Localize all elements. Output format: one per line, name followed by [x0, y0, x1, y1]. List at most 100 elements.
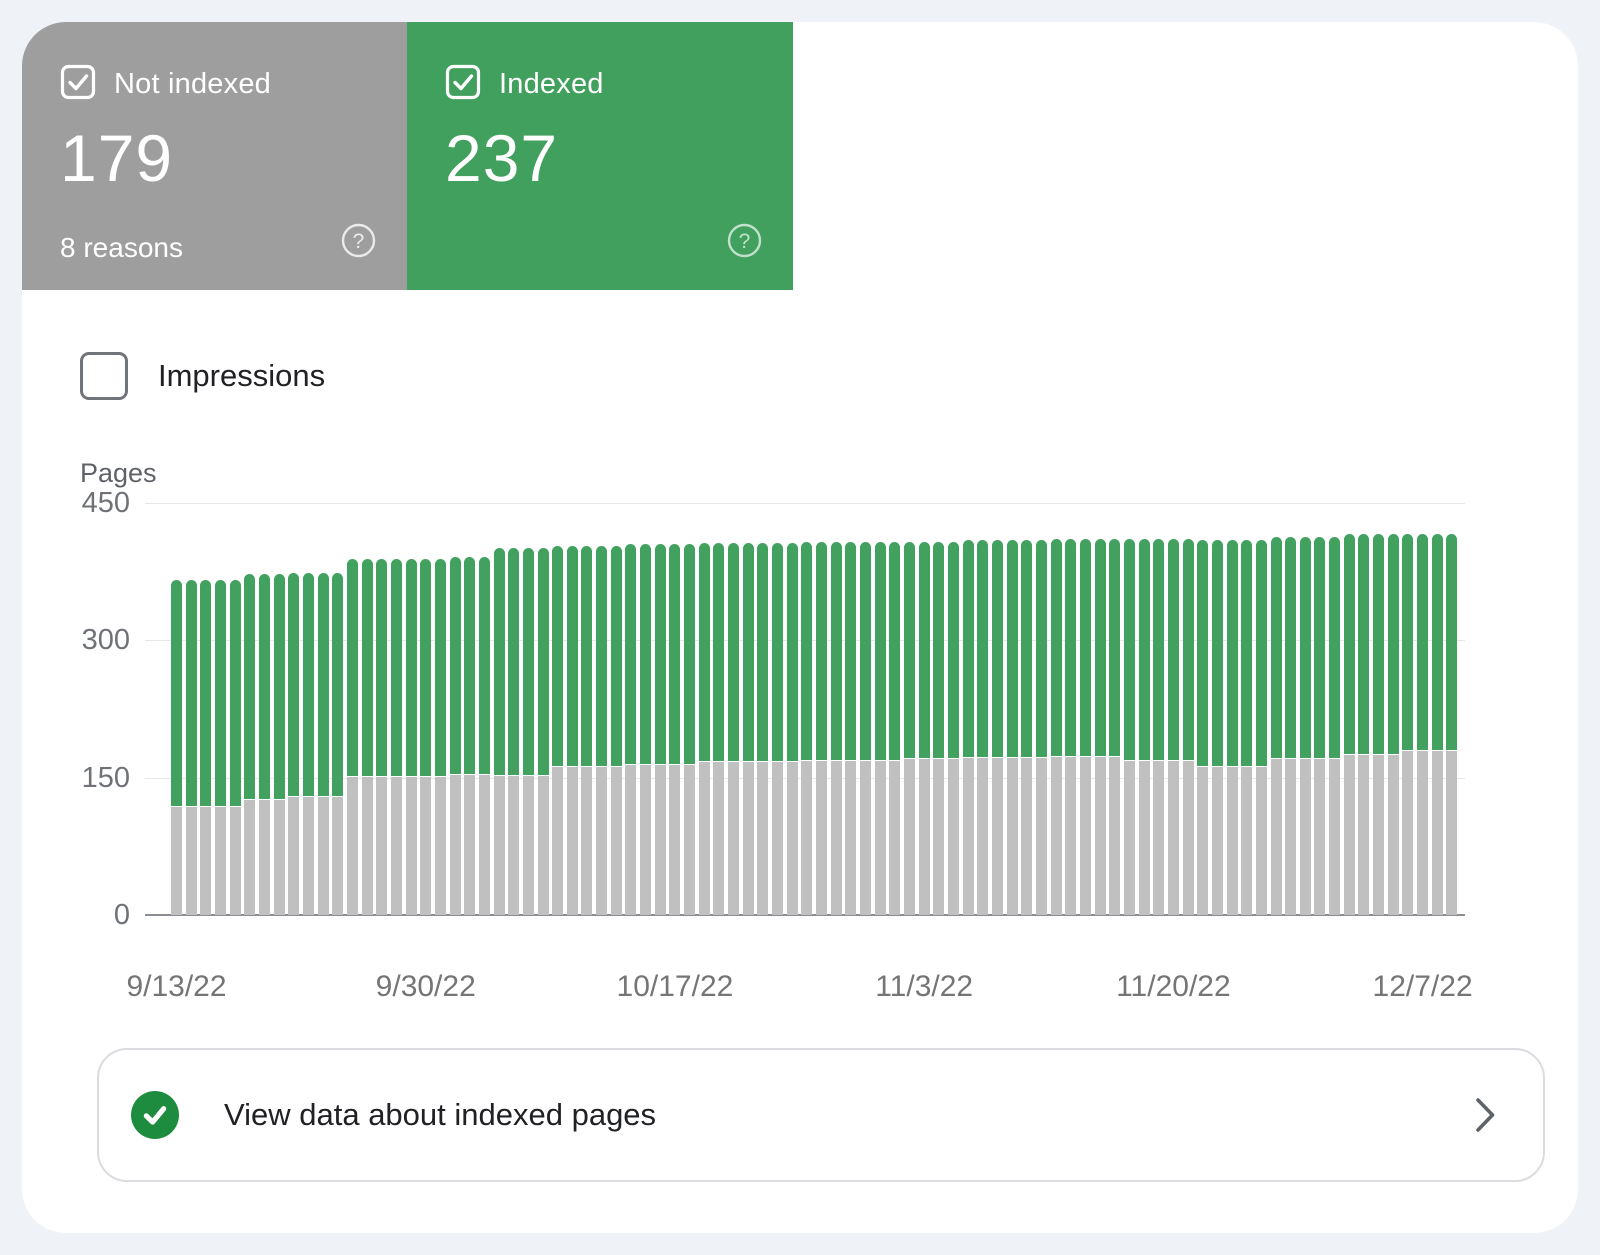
bar-segment-indexed [669, 544, 681, 764]
bar-segment-not-indexed [596, 766, 608, 915]
bar-10/29/22 [845, 542, 857, 915]
bar-segment-indexed [918, 542, 930, 759]
bar-segment-indexed [786, 543, 798, 762]
bar-segment-indexed [420, 558, 432, 776]
bar-10/30/22 [860, 542, 872, 915]
bar-10/31/22 [874, 542, 886, 915]
bar-11/28/22 [1285, 536, 1297, 915]
bar-12/3/22 [1358, 534, 1370, 915]
bar-segment-indexed [376, 558, 388, 776]
bar-segment-indexed [1446, 534, 1458, 751]
bar-segment-indexed [816, 542, 828, 761]
card-not-indexed[interactable]: Not indexed 179 8 reasons ? [22, 22, 407, 290]
y-axis-tick-label: 150 [81, 761, 130, 794]
bar-segment-not-indexed [772, 762, 784, 915]
bar-segment-not-indexed [1094, 756, 1106, 915]
bar-11/29/22 [1299, 536, 1311, 915]
bar-segment-not-indexed [962, 757, 974, 915]
bar-segment-not-indexed [1079, 756, 1091, 915]
bar-segment-not-indexed [742, 762, 754, 915]
bar-segment-indexed [1109, 538, 1121, 756]
bar-10/7/22 [522, 547, 534, 915]
bar-segment-indexed [742, 543, 754, 762]
bar-segment-not-indexed [1050, 756, 1062, 915]
bar-segment-indexed [566, 546, 578, 766]
card-indexed-header: Indexed [445, 64, 604, 105]
y-axis-tick-label: 450 [81, 487, 130, 519]
bar-segment-indexed [1079, 538, 1091, 756]
bar-10/26/22 [801, 542, 813, 915]
bar-segment-not-indexed [904, 759, 915, 915]
bar-9/19/22 [258, 574, 270, 915]
reasons-link[interactable]: 8 reasons [60, 232, 183, 263]
impressions-label: Impressions [158, 358, 326, 393]
bar-segment-indexed [1226, 539, 1238, 766]
help-icon[interactable]: ? [726, 222, 763, 264]
card-indexed-footer: ? [445, 222, 763, 264]
svg-text:?: ? [739, 230, 751, 253]
view-data-banner[interactable]: View data about indexed pages [97, 1048, 1545, 1182]
bar-11/23/22 [1211, 539, 1223, 915]
bar-segment-not-indexed [684, 764, 696, 915]
bar-segment-indexed [977, 539, 989, 757]
card-label: Indexed [499, 68, 604, 100]
checkbox-checked-icon[interactable] [60, 64, 96, 105]
banner-label: View data about indexed pages [224, 1097, 657, 1132]
bar-segment-indexed [1299, 536, 1311, 759]
help-icon[interactable]: ? [340, 222, 377, 264]
bar-10/14/22 [625, 544, 637, 915]
bar-11/16/22 [1109, 538, 1121, 915]
bar-segment-indexed [288, 572, 300, 796]
bar-segment-not-indexed [273, 799, 285, 915]
bar-segment-indexed [1373, 534, 1385, 754]
bar-11/27/22 [1270, 536, 1282, 915]
bar-9/14/22 [185, 579, 197, 915]
bar-segment-not-indexed [1167, 761, 1179, 915]
impressions-checkbox[interactable] [80, 352, 128, 400]
bar-segment-not-indexed [214, 806, 226, 915]
x-axis-label: 11/3/22 [875, 970, 974, 1003]
bar-segment-not-indexed [889, 761, 901, 915]
bar-segment-not-indexed [1109, 756, 1121, 915]
bar-segment-not-indexed [669, 764, 681, 915]
bar-segment-indexed [962, 539, 974, 757]
bar-segment-not-indexed [376, 776, 388, 915]
bar-segment-not-indexed [1153, 761, 1165, 915]
x-axis-label: 9/13/22 [126, 970, 227, 1003]
bar-9/21/22 [288, 572, 300, 915]
bar-segment-not-indexed [1299, 759, 1311, 915]
bar-segment-indexed [610, 546, 622, 766]
bar-10/27/22 [816, 542, 828, 915]
bar-segment-not-indexed [171, 806, 182, 915]
bar-segment-indexed [1314, 536, 1326, 759]
chevron-right-icon[interactable] [1475, 1097, 1497, 1133]
bar-segment-not-indexed [552, 766, 564, 915]
bar-segment-indexed [698, 543, 710, 762]
bar-9/24/22 [332, 572, 344, 915]
bar-segment-indexed [346, 558, 358, 776]
bar-segment-not-indexed [1343, 754, 1355, 915]
bar-segment-indexed [244, 574, 256, 799]
bar-segment-indexed [493, 547, 505, 775]
bar-10/8/22 [537, 547, 549, 915]
bar-11/20/22 [1167, 538, 1179, 915]
bar-segment-not-indexed [991, 757, 1003, 915]
bar-11/2/22 [904, 542, 915, 915]
checkbox-checked-icon[interactable] [445, 64, 481, 105]
bar-10/25/22 [786, 543, 798, 915]
bar-segment-indexed [713, 543, 725, 762]
bar-segment-indexed [1255, 539, 1267, 766]
card-label: Not indexed [114, 68, 271, 100]
bar-segment-indexed [904, 542, 915, 759]
bar-10/28/22 [830, 542, 842, 915]
bar-11/1/22 [889, 542, 901, 915]
bar-segment-indexed [1329, 536, 1341, 759]
bar-segment-indexed [171, 579, 182, 806]
bar-11/15/22 [1094, 538, 1106, 915]
bar-10/15/22 [640, 544, 652, 915]
bar-segment-not-indexed [1182, 761, 1194, 915]
bar-segment-not-indexed [1226, 766, 1238, 915]
bar-segment-not-indexed [947, 759, 959, 915]
card-indexed[interactable]: Indexed 237 ? [407, 22, 793, 290]
bar-segment-not-indexed [420, 776, 432, 915]
